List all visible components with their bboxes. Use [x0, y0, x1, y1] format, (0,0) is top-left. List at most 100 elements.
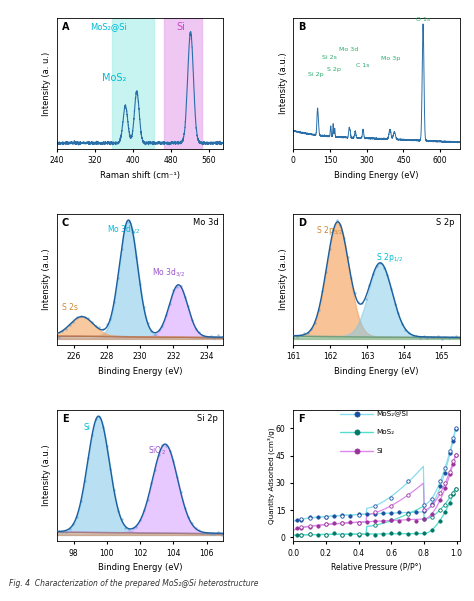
X-axis label: Raman shift (cm⁻¹): Raman shift (cm⁻¹) [100, 171, 180, 180]
Point [306, 513, 313, 523]
Bar [164, 18, 202, 149]
Point [322, 520, 330, 529]
Point [371, 509, 379, 519]
Point [170, 285, 177, 295]
Point [58, 326, 66, 335]
Point [200, 331, 207, 341]
Point [441, 483, 449, 492]
Point [218, 530, 226, 540]
Point [170, 457, 177, 466]
Point [192, 523, 200, 533]
Point [379, 529, 387, 539]
Point [387, 529, 395, 538]
Point [173, 472, 181, 482]
Point [428, 512, 436, 522]
Point [362, 294, 369, 304]
Point [404, 509, 411, 519]
Point [420, 514, 428, 524]
Point [140, 505, 147, 515]
Point [137, 516, 144, 525]
Point [434, 331, 442, 341]
Text: S 2p: S 2p [436, 218, 455, 227]
Point [420, 500, 428, 510]
Point [452, 484, 459, 493]
Point [329, 225, 337, 235]
Point [293, 530, 301, 540]
X-axis label: Binding Energy (eV): Binding Energy (eV) [98, 367, 182, 376]
Point [412, 528, 419, 538]
Point [445, 333, 453, 343]
Point [162, 441, 170, 450]
Point [77, 311, 84, 321]
Point [437, 495, 444, 505]
Point [162, 310, 170, 320]
Point [449, 436, 457, 445]
Y-axis label: Intensity (a. u.): Intensity (a. u.) [42, 51, 51, 115]
Point [319, 287, 326, 296]
Point [159, 322, 166, 331]
Point [347, 273, 355, 283]
Point [352, 531, 359, 540]
Point [383, 270, 391, 280]
Point [84, 453, 92, 462]
Point [344, 252, 351, 261]
Point [387, 493, 395, 502]
Point [387, 284, 395, 293]
Point [423, 333, 431, 343]
Point [449, 433, 457, 443]
Point [218, 332, 226, 341]
Point [330, 528, 338, 538]
Point [355, 530, 363, 540]
Point [428, 525, 436, 535]
Point [298, 531, 305, 540]
Point [346, 529, 354, 539]
Point [214, 331, 222, 340]
Point [298, 515, 305, 525]
Point [92, 322, 100, 331]
Y-axis label: Intensity (a.u.): Intensity (a.u.) [42, 249, 51, 310]
Point [373, 261, 380, 270]
Text: Mo 3d: Mo 3d [339, 47, 359, 52]
Point [355, 297, 362, 307]
X-axis label: Binding Energy (eV): Binding Energy (eV) [98, 563, 182, 572]
Point [326, 244, 333, 254]
Point [66, 524, 73, 534]
Point [293, 523, 301, 533]
Point [129, 523, 137, 533]
Point [369, 269, 377, 279]
Point [306, 522, 313, 532]
Point [151, 465, 159, 475]
Point [96, 412, 103, 422]
Point [398, 319, 406, 328]
Point [306, 521, 313, 531]
Point [358, 298, 366, 308]
Point [304, 329, 311, 338]
Point [200, 528, 207, 538]
Point [387, 508, 395, 517]
Point [404, 477, 411, 486]
Point [155, 325, 163, 335]
Text: C: C [62, 218, 69, 228]
Point [441, 332, 449, 342]
Point [147, 478, 155, 488]
Point [137, 279, 144, 288]
Point [207, 529, 214, 538]
Point [70, 317, 77, 326]
Point [166, 447, 173, 456]
Point [110, 297, 118, 307]
Point [338, 529, 346, 539]
Point [196, 328, 203, 337]
Point [207, 331, 214, 341]
Point [437, 505, 444, 514]
Point [387, 516, 395, 525]
Bar [111, 18, 155, 149]
Text: Si 2s: Si 2s [322, 55, 337, 60]
Point [446, 469, 454, 479]
Text: A: A [62, 22, 69, 32]
Point [446, 498, 454, 508]
Y-axis label: Intensity (a.u.): Intensity (a.u.) [42, 445, 51, 507]
Point [297, 330, 304, 340]
Point [409, 331, 417, 341]
Point [387, 515, 395, 525]
Point [355, 510, 363, 519]
